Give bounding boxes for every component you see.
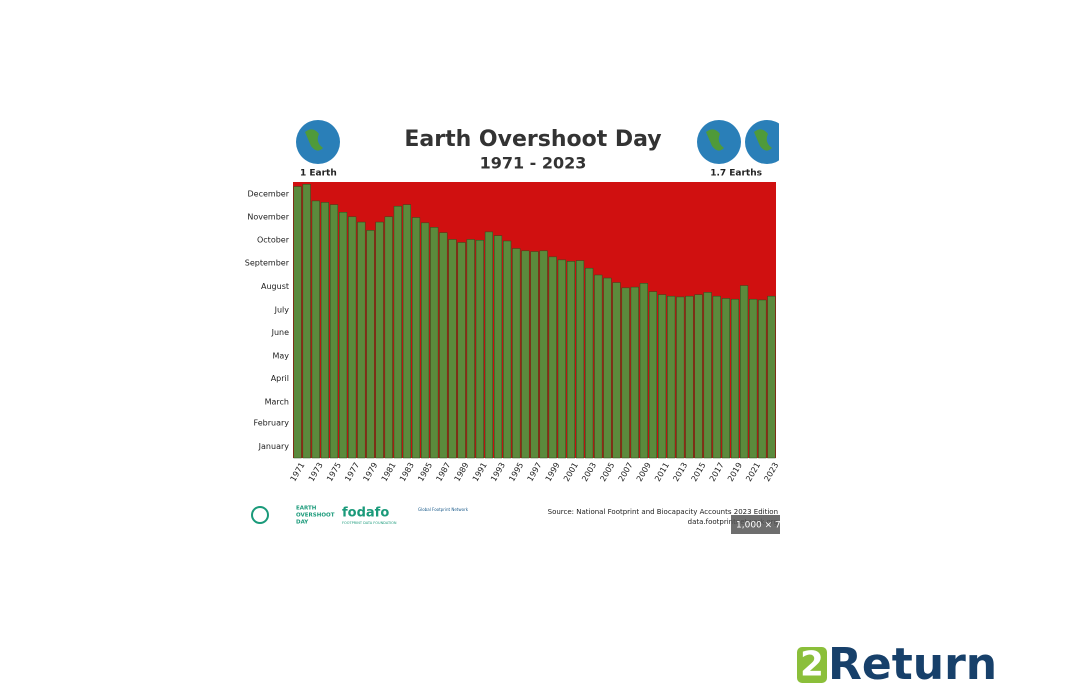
crop — [779, 110, 809, 170]
left-label: 1 Earth — [300, 169, 337, 179]
bar — [448, 239, 457, 459]
y-tick-label: May — [272, 351, 289, 360]
right-label: 1.7 Earths — [710, 169, 762, 179]
y-tick-label: December — [248, 190, 290, 199]
y-tick-label: August — [261, 282, 289, 291]
bar — [685, 295, 694, 459]
bar — [302, 184, 311, 459]
size-overlay-text: 1,000 × 77 — [736, 521, 786, 531]
logo-text: OVERSHOOT — [296, 513, 335, 519]
bar — [703, 292, 712, 459]
y-tick-label: March — [265, 398, 289, 407]
bar — [603, 277, 612, 459]
bar — [749, 298, 758, 459]
bar — [457, 242, 466, 459]
bar — [694, 294, 703, 459]
bar — [512, 248, 521, 459]
bar — [758, 299, 767, 459]
y-tick-label: April — [271, 374, 289, 383]
bar — [575, 260, 585, 459]
y-tick-label: February — [254, 419, 290, 428]
bar — [402, 204, 411, 459]
bar — [539, 250, 548, 459]
bar — [621, 287, 630, 459]
bar — [639, 283, 648, 459]
bar — [530, 251, 539, 459]
y-tick-label: September — [245, 258, 290, 267]
bar — [557, 259, 566, 459]
bar — [475, 239, 484, 459]
logo-text: EARTH — [296, 506, 317, 512]
y-tick-label: October — [257, 236, 290, 245]
bar — [566, 261, 576, 459]
bar — [667, 295, 676, 459]
brand-mark: 2 — [800, 645, 824, 685]
bar — [676, 296, 685, 459]
plot: January February March April May June July Augu… — [245, 182, 780, 483]
bar — [357, 221, 366, 459]
bar — [384, 216, 393, 459]
chart-subtitle: 1971 - 2023 — [480, 154, 587, 173]
bar — [293, 186, 302, 459]
bar — [430, 227, 439, 459]
logo-icon — [251, 506, 269, 524]
bar — [393, 205, 402, 459]
source: Source: National Footprint and Biocapaci… — [548, 508, 778, 516]
bar — [612, 282, 621, 459]
y-tick-label: June — [271, 328, 290, 337]
bar — [630, 286, 639, 459]
size-overlay — [731, 515, 780, 534]
chart-title: Earth Overshoot Day — [404, 127, 661, 152]
bar — [439, 232, 448, 459]
bar — [348, 216, 357, 459]
bar — [730, 298, 740, 459]
bar — [740, 285, 749, 459]
bar — [648, 291, 658, 459]
bar — [548, 256, 557, 459]
bar — [585, 267, 594, 459]
y-tick-label: January — [258, 442, 290, 451]
brand-mark-bg — [797, 647, 827, 683]
bar — [375, 221, 384, 459]
bar — [329, 204, 339, 459]
y-tick-label: July — [274, 305, 290, 314]
bar — [339, 211, 348, 459]
bar — [594, 274, 603, 459]
globes — [296, 110, 809, 170]
bar — [411, 217, 421, 459]
bar — [366, 230, 375, 459]
globe-land — [754, 129, 772, 151]
bar — [484, 231, 494, 459]
bar — [493, 235, 503, 459]
bar — [320, 202, 329, 459]
logo-text: fodafo — [342, 506, 389, 521]
bar — [658, 294, 667, 459]
logo-text: DAY — [296, 520, 309, 526]
globe-land — [706, 129, 724, 151]
logo-text: Global Footprint Network — [418, 507, 469, 512]
logo-text: FOOTPRINT DATA FOUNDATION — [342, 521, 397, 525]
brand-name: Return — [828, 639, 997, 690]
globe-land — [305, 129, 323, 151]
bar — [721, 298, 730, 459]
bar — [421, 222, 430, 459]
bar — [712, 295, 721, 459]
bar — [767, 295, 776, 459]
y-tick-label: November — [247, 212, 289, 221]
bar — [521, 250, 530, 459]
bar — [311, 200, 320, 459]
bar — [503, 240, 512, 459]
bar — [466, 239, 475, 459]
